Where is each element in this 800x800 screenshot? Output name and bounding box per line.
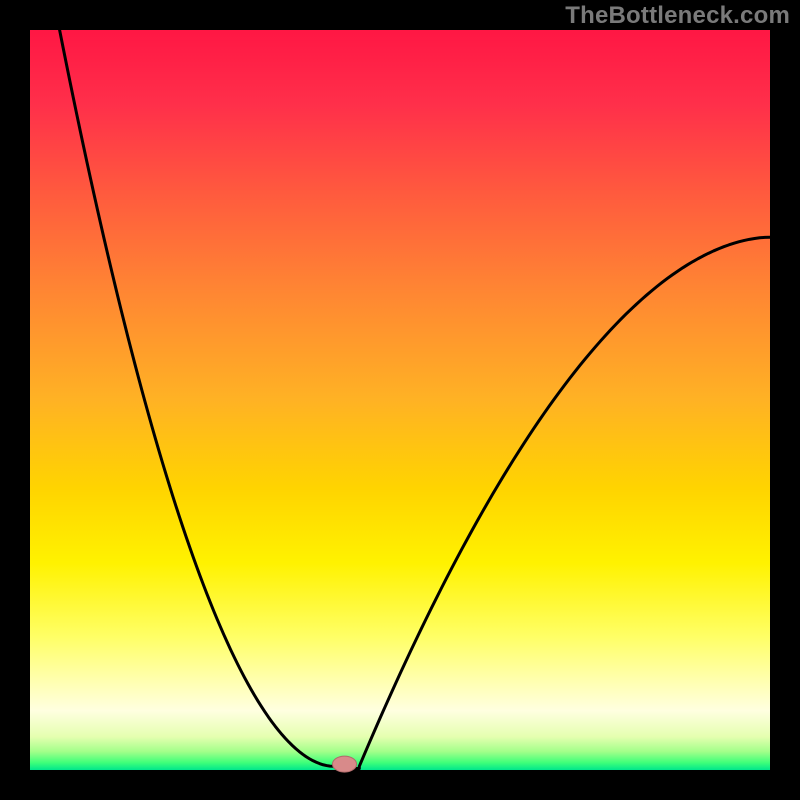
optimal-point-marker [333, 756, 357, 772]
chart-container: TheBottleneck.com [0, 0, 800, 800]
bottleneck-chart [0, 0, 800, 800]
plot-background [30, 30, 770, 770]
watermark-text: TheBottleneck.com [565, 2, 790, 30]
